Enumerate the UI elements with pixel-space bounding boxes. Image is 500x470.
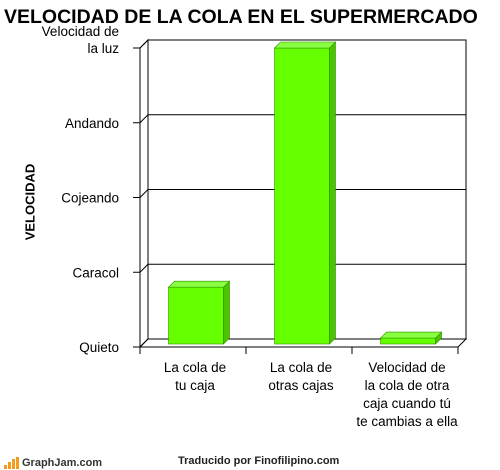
y-tick-label: Velocidad de la luz xyxy=(42,24,120,56)
bar-top xyxy=(167,280,231,288)
bar-side xyxy=(329,41,336,345)
bar xyxy=(380,337,436,345)
y-tick-label: Andando xyxy=(65,116,119,131)
bar-top xyxy=(379,331,443,339)
y-tick-label: Caracol xyxy=(72,265,119,280)
bar xyxy=(274,47,330,345)
logo-text: GraphJam.com xyxy=(22,457,103,469)
gridline-side xyxy=(139,263,149,273)
x-tick-label: La cola de tu caja xyxy=(164,360,226,393)
bar-chart: Quieto Caracol Cojeando Andando Velocidad de… xyxy=(42,24,468,429)
chart-title: VELOCIDAD DE LA COLA EN EL SUPERMERCADO xyxy=(4,6,478,28)
credit-text: Traducido por Finofilipino.com xyxy=(178,455,340,467)
gridline-side xyxy=(139,338,149,348)
gridline-side xyxy=(139,189,149,198)
graphjam-logo: GraphJam.com xyxy=(4,453,102,469)
bar xyxy=(168,286,224,345)
gridline-side xyxy=(139,39,149,49)
bar-side xyxy=(223,280,230,345)
gridline-side xyxy=(139,114,149,124)
x-tick-label: La cola de otras cajas xyxy=(268,360,334,393)
x-tick-label: Velocidad de la cola de otra caja cuando t… xyxy=(356,360,458,429)
y-tick-label: Cojeando xyxy=(61,191,119,206)
logo-bars-icon xyxy=(4,457,19,469)
y-tick-label: Quieto xyxy=(79,340,119,355)
bar-top xyxy=(273,41,337,49)
